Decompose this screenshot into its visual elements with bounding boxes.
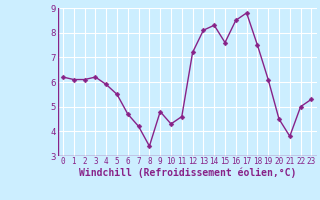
X-axis label: Windchill (Refroidissement éolien,°C): Windchill (Refroidissement éolien,°C) <box>78 168 296 178</box>
